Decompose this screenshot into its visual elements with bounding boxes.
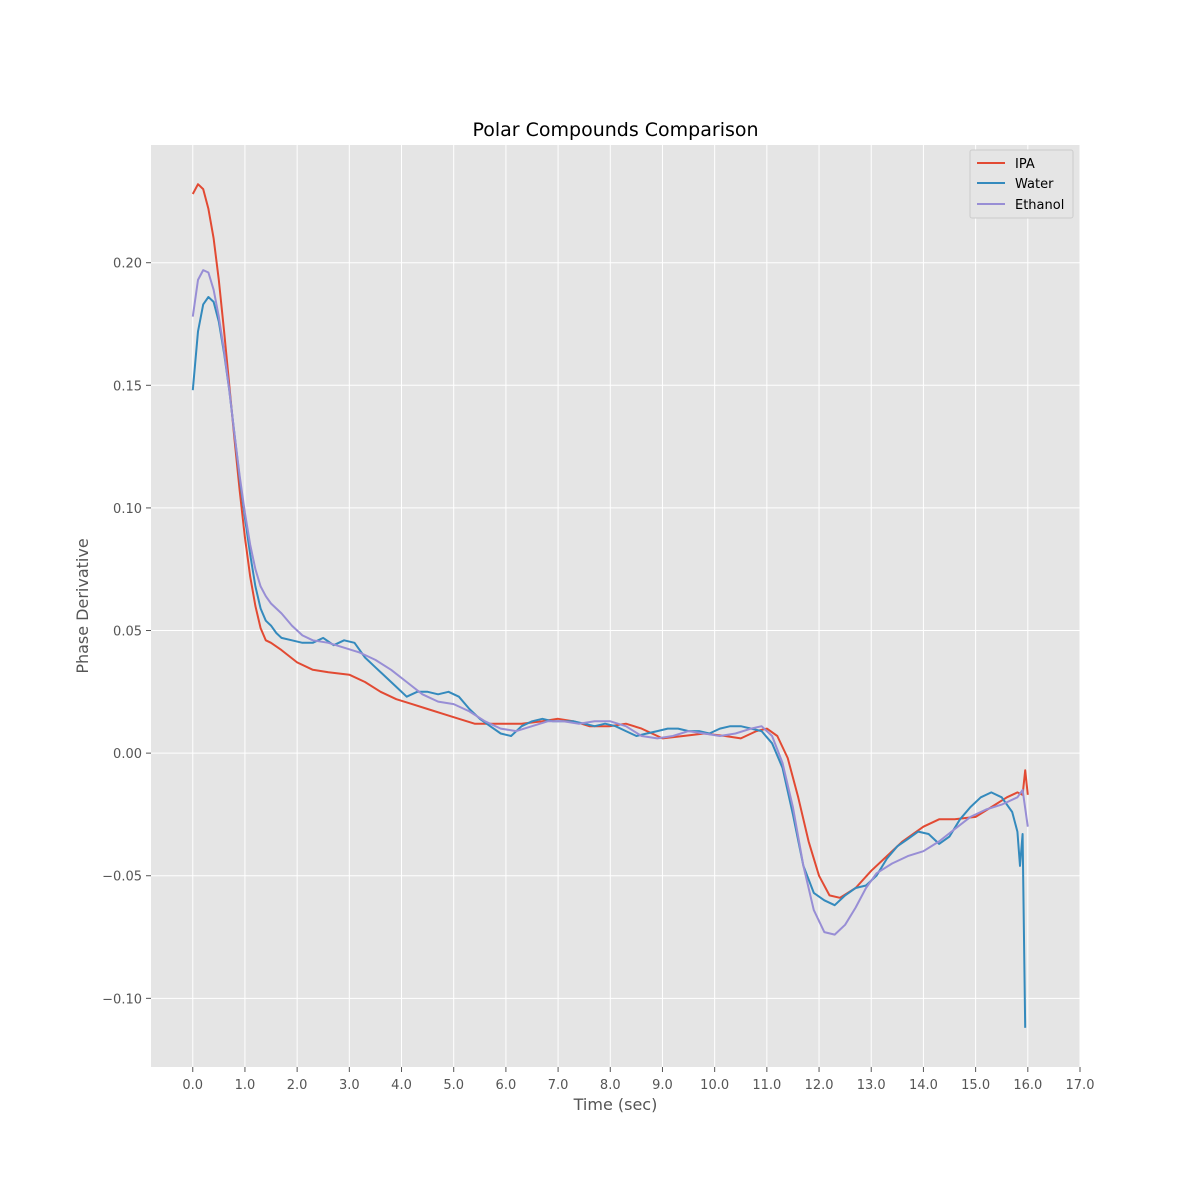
series-lines <box>191 183 1029 1028</box>
x-tick-label: 9.0 <box>652 1078 673 1093</box>
x-tick-label: 17.0 <box>1066 1078 1095 1093</box>
x-tick-label: 3.0 <box>339 1078 360 1093</box>
x-tick-label: 7.0 <box>548 1078 569 1093</box>
plot-area <box>151 145 1080 1067</box>
x-tick-label: 10.0 <box>700 1078 729 1093</box>
x-tick-label: 4.0 <box>391 1078 412 1093</box>
x-tick-label: 0.0 <box>182 1078 203 1093</box>
y-tick-label: 0.15 <box>113 379 142 394</box>
y-tick-label: 0.20 <box>113 257 142 272</box>
y-tick-label: 0.05 <box>113 625 142 640</box>
y-axis-label: Phase Derivative <box>73 538 92 673</box>
legend-label-ipa: IPA <box>1015 157 1035 172</box>
x-tick-label: 6.0 <box>496 1078 517 1093</box>
y-tick-label: 0.10 <box>113 502 142 517</box>
chart-title: Polar Compounds Comparison <box>472 119 758 141</box>
grid <box>151 145 1081 1067</box>
x-tick-label: 16.0 <box>1013 1078 1042 1093</box>
y-tick-label: 0.00 <box>113 747 142 762</box>
legend: IPA Water Ethanol <box>969 149 1074 219</box>
x-axis-ticks: 0.0 1.0 2.0 3.0 4.0 5.0 6.0 7.0 8.0 9.0 10.0 11.0 12… <box>182 1067 1094 1093</box>
legend-label-ethanol: Ethanol <box>1015 198 1064 213</box>
y-axis-ticks: −0.10 −0.05 0.00 0.05 0.10 0.15 0.20 <box>102 257 151 1007</box>
series-line-ethanol <box>191 269 1029 936</box>
x-tick-label: 11.0 <box>752 1078 781 1093</box>
series-line-water <box>191 296 1027 1028</box>
y-tick-label: −0.05 <box>102 870 142 885</box>
x-tick-label: 15.0 <box>961 1078 990 1093</box>
x-tick-label: 8.0 <box>600 1078 621 1093</box>
x-tick-label: 12.0 <box>805 1078 834 1093</box>
x-axis-label: Time (sec) <box>573 1095 658 1114</box>
x-tick-label: 1.0 <box>235 1078 256 1093</box>
x-tick-label: 13.0 <box>857 1078 886 1093</box>
x-tick-label: 2.0 <box>287 1078 308 1093</box>
series-line-ipa <box>191 183 1029 899</box>
y-tick-label: −0.10 <box>102 992 142 1007</box>
x-tick-label: 14.0 <box>909 1078 938 1093</box>
legend-box <box>969 149 1074 219</box>
x-tick-label: 5.0 <box>443 1078 464 1093</box>
legend-label-water: Water <box>1015 177 1054 192</box>
